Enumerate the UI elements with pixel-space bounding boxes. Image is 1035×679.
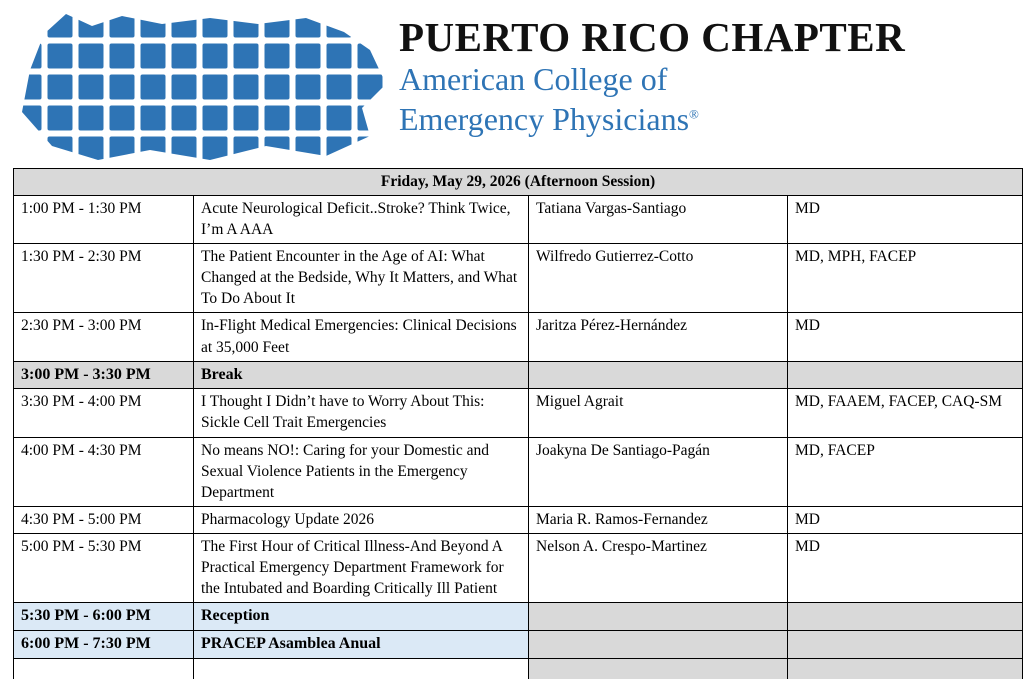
session-speaker: Jaritza Pérez-Hernández bbox=[528, 312, 788, 362]
logo-container bbox=[14, 8, 399, 167]
session-topic: The First Hour of Critical Illness-And B… bbox=[193, 532, 529, 604]
session-topic: No means NO!: Caring for your Domestic a… bbox=[193, 436, 529, 507]
schedule-table: Friday, May 29, 2026 (Afternoon Session)… bbox=[12, 167, 1024, 679]
empty-speaker-cell bbox=[528, 657, 788, 679]
session-speaker: Nelson A. Crespo-Martinez bbox=[528, 532, 788, 604]
org-name-line1: American College of bbox=[399, 61, 668, 98]
session-time: 2:30 PM - 3:00 PM bbox=[13, 312, 194, 362]
brand-header: PUERTO RICO CHAPTER American College of … bbox=[0, 0, 1035, 166]
table-row: 4:00 PM - 4:30 PM No means NO!: Caring f… bbox=[13, 436, 1024, 507]
session-time: 4:00 PM - 4:30 PM bbox=[13, 436, 194, 507]
session-credentials: MD, FAAEM, FACEP, CAQ-SM bbox=[786, 388, 1024, 438]
brand-text-block: PUERTO RICO CHAPTER American College of … bbox=[399, 8, 905, 139]
reception-row: 5:30 PM - 6:00 PM Reception bbox=[13, 602, 1024, 631]
session-topic: I Thought I Didn’t have to Worry About T… bbox=[193, 388, 529, 438]
chapter-title: PUERTO RICO CHAPTER bbox=[399, 14, 906, 60]
reception-time: 5:30 PM - 6:00 PM bbox=[13, 602, 194, 631]
org-name-line2: Emergency Physicians® bbox=[399, 99, 905, 139]
session-topic: In-Flight Medical Emergencies: Clinical … bbox=[193, 312, 529, 362]
session-speaker: Miguel Agrait bbox=[528, 388, 788, 438]
break-speaker-cell bbox=[528, 360, 788, 390]
assembly-speaker-cell bbox=[528, 629, 788, 659]
session-speaker: Wilfredo Gutierrez-Cotto bbox=[528, 243, 788, 314]
session-time: 3:30 PM - 4:00 PM bbox=[13, 388, 194, 438]
session-credentials: MD bbox=[786, 195, 1024, 245]
session-topic: Acute Neurological Deficit..Stroke? Thin… bbox=[193, 195, 529, 245]
session-time: 1:00 PM - 1:30 PM bbox=[13, 195, 194, 245]
break-label: Break bbox=[193, 360, 529, 390]
reception-speaker-cell bbox=[528, 602, 788, 631]
session-speaker: Joakyna De Santiago-Pagán bbox=[528, 436, 788, 507]
session-day-title: Friday, May 29, 2026 (Afternoon Session) bbox=[12, 167, 1024, 197]
session-credentials: MD bbox=[786, 532, 1024, 604]
schedule-table-container: Friday, May 29, 2026 (Afternoon Session)… bbox=[0, 166, 1035, 679]
table-row: 2:30 PM - 3:00 PM In-Flight Medical Emer… bbox=[13, 312, 1024, 362]
org-name-line2-text: Emergency Physicians bbox=[399, 101, 690, 138]
session-credentials: MD, MPH, FACEP bbox=[786, 243, 1024, 314]
table-row: 4:30 PM - 5:00 PM Pharmacology Update 20… bbox=[13, 505, 1024, 534]
table-row: 1:00 PM - 1:30 PM Acute Neurological Def… bbox=[13, 195, 1024, 245]
day-header-row: Friday, May 29, 2026 (Afternoon Session) bbox=[12, 167, 1024, 197]
reception-credentials-cell bbox=[786, 602, 1024, 631]
empty-credentials-cell bbox=[786, 657, 1024, 679]
session-credentials: MD bbox=[786, 312, 1024, 362]
assembly-row: 6:00 PM - 7:30 PM PRACEP Asamblea Anual bbox=[13, 629, 1024, 659]
assembly-credentials-cell bbox=[786, 629, 1024, 659]
reception-label: Reception bbox=[193, 602, 529, 631]
break-row: 3:00 PM - 3:30 PM Break bbox=[13, 360, 1024, 390]
session-credentials: MD bbox=[786, 505, 1024, 534]
session-time: 4:30 PM - 5:00 PM bbox=[13, 505, 194, 534]
session-time: 1:30 PM - 2:30 PM bbox=[13, 243, 194, 314]
break-credentials-cell bbox=[786, 360, 1024, 390]
session-credentials: MD, FACEP bbox=[786, 436, 1024, 507]
empty-topic-cell bbox=[193, 657, 529, 679]
assembly-label: PRACEP Asamblea Anual bbox=[193, 629, 529, 659]
table-row: 1:30 PM - 2:30 PM The Patient Encounter … bbox=[13, 243, 1024, 314]
session-speaker: Maria R. Ramos-Fernandez bbox=[528, 505, 788, 534]
session-topic: Pharmacology Update 2026 bbox=[193, 505, 529, 534]
table-row: 5:00 PM - 5:30 PM The First Hour of Crit… bbox=[13, 532, 1024, 604]
puerto-rico-map-logo bbox=[22, 14, 386, 160]
session-speaker: Tatiana Vargas-Santiago bbox=[528, 195, 788, 245]
empty-time-cell bbox=[13, 657, 194, 679]
assembly-time: 6:00 PM - 7:30 PM bbox=[13, 629, 194, 659]
registered-trademark-symbol: ® bbox=[689, 106, 699, 122]
session-time: 5:00 PM - 5:30 PM bbox=[13, 532, 194, 604]
break-time: 3:00 PM - 3:30 PM bbox=[13, 360, 194, 390]
session-topic: The Patient Encounter in the Age of AI: … bbox=[193, 243, 529, 314]
empty-row bbox=[13, 657, 1024, 679]
table-row: 3:30 PM - 4:00 PM I Thought I Didn’t hav… bbox=[13, 388, 1024, 438]
